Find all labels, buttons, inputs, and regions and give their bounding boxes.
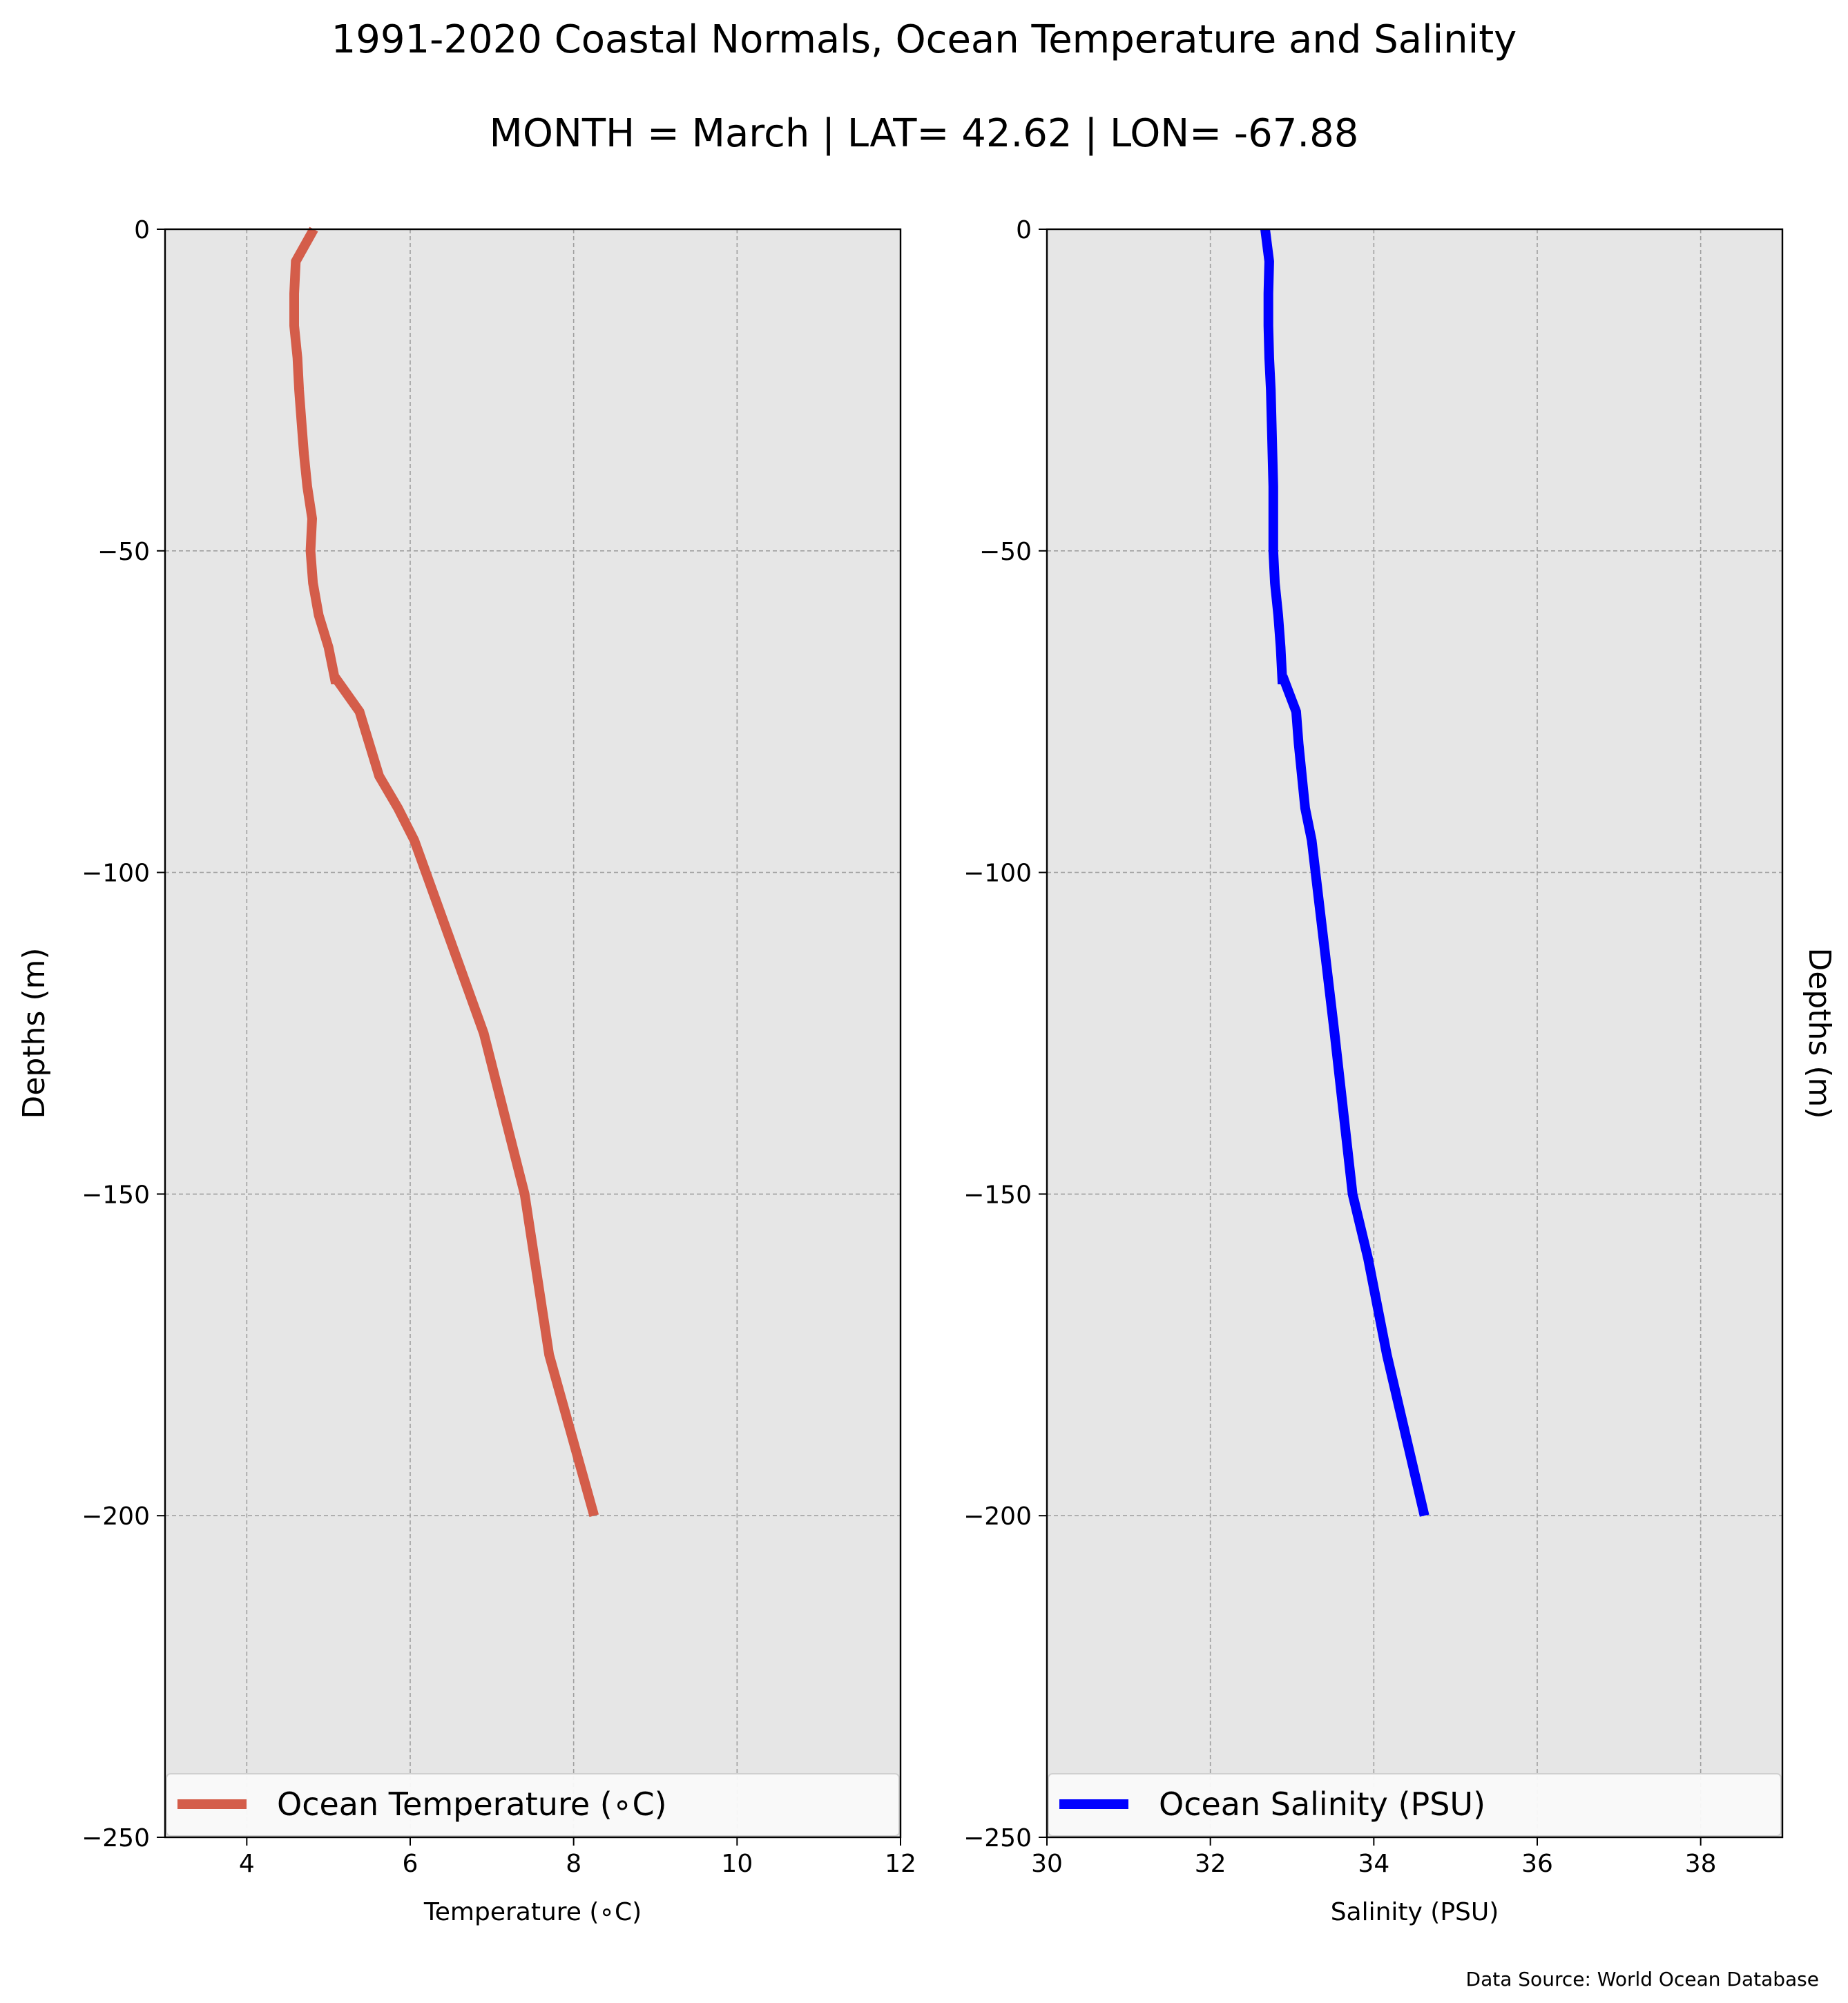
salinity-plot-area bbox=[1047, 229, 1782, 1837]
salinity-panel: Ocean Salinity (PSU) 30 32 34 36 38 0 −50 −100 −1… bbox=[963, 216, 1837, 1926]
temperature-y-tick-label: −200 bbox=[81, 1502, 150, 1531]
temperature-x-tick-label: 6 bbox=[403, 1850, 418, 1878]
temperature-plot-area bbox=[165, 229, 901, 1837]
salinity-y-tick-label: −100 bbox=[963, 860, 1032, 888]
salinity-axes-frame bbox=[1046, 228, 1784, 1839]
temperature-x-tick-label: 12 bbox=[885, 1850, 916, 1878]
temperature-x-tick-label: 4 bbox=[239, 1850, 255, 1878]
salinity-x-axis-label: Salinity (PSU) bbox=[1331, 1898, 1499, 1926]
salinity-x-tick-label: 36 bbox=[1521, 1850, 1553, 1878]
temperature-y-axis-label: Depths (m) bbox=[17, 947, 52, 1119]
salinity-x-tick-label: 30 bbox=[1031, 1850, 1063, 1878]
salinity-x-tick-label: 34 bbox=[1358, 1850, 1389, 1878]
temperature-x-axis-label: Temperature (∘C) bbox=[423, 1898, 642, 1926]
salinity-y-tick-label: 0 bbox=[1016, 216, 1032, 244]
temperature-legend-label: Ocean Temperature (∘C) bbox=[277, 1786, 667, 1823]
temperature-x-tick-label: 8 bbox=[566, 1850, 581, 1878]
temperature-y-tick-label: −100 bbox=[81, 860, 150, 888]
salinity-y-tick-label: −200 bbox=[963, 1502, 1032, 1531]
figure-title: 1991-2020 Coastal Normals, Ocean Tempera… bbox=[331, 17, 1517, 62]
salinity-y-tick-label: −150 bbox=[963, 1181, 1032, 1209]
temperature-y-tick-label: −150 bbox=[81, 1181, 150, 1209]
temperature-legend-box bbox=[166, 1773, 900, 1837]
salinity-legend-label: Ocean Salinity (PSU) bbox=[1159, 1786, 1485, 1823]
salinity-y-tick-label: −250 bbox=[963, 1824, 1032, 1852]
data-source-note: Data Source: World Ocean Database bbox=[1466, 1968, 1819, 1991]
salinity-x-tick-label: 32 bbox=[1195, 1850, 1226, 1878]
salinity-x-tick-label: 38 bbox=[1685, 1850, 1717, 1878]
temperature-series-line bbox=[289, 226, 599, 1518]
temperature-panel: Ocean Temperature (∘C) 4 6 8 10 12 0 −50 −100 −15… bbox=[17, 216, 916, 1926]
temperature-y-tick-label: 0 bbox=[134, 216, 150, 244]
salinity-y-axis-label: Depths (m) bbox=[1802, 947, 1837, 1119]
temperature-x-tick-label: 10 bbox=[721, 1850, 753, 1878]
salinity-y-tick-label: −50 bbox=[979, 538, 1032, 566]
salinity-legend-box bbox=[1048, 1773, 1782, 1837]
figure-subtitle: MONTH = March | LAT= 42.62 | LON= -67.88 bbox=[490, 111, 1359, 156]
salinity-series-line bbox=[1260, 229, 1430, 1517]
temperature-y-tick-label: −250 bbox=[81, 1824, 150, 1852]
temperature-y-tick-label: −50 bbox=[97, 538, 150, 566]
temperature-axes-frame bbox=[164, 228, 902, 1839]
